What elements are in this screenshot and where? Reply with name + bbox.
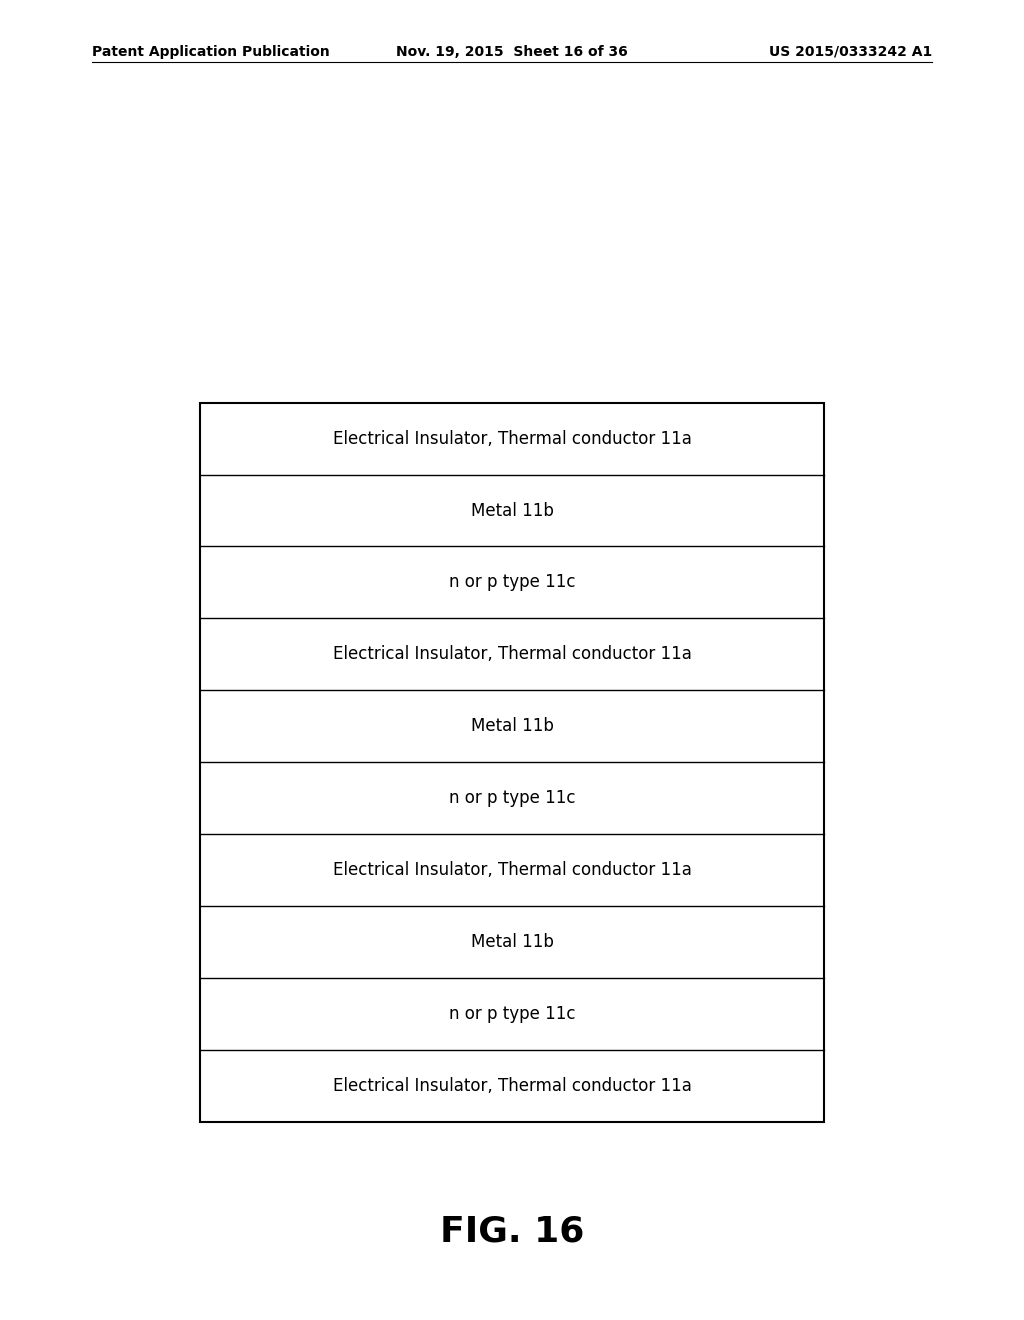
Text: Nov. 19, 2015  Sheet 16 of 36: Nov. 19, 2015 Sheet 16 of 36 — [396, 45, 628, 59]
Text: Patent Application Publication: Patent Application Publication — [92, 45, 330, 59]
Text: Metal 11b: Metal 11b — [471, 717, 553, 735]
Text: n or p type 11c: n or p type 11c — [449, 789, 575, 808]
Text: Electrical Insulator, Thermal conductor 11a: Electrical Insulator, Thermal conductor … — [333, 861, 691, 879]
Text: Metal 11b: Metal 11b — [471, 502, 553, 520]
Text: n or p type 11c: n or p type 11c — [449, 1005, 575, 1023]
Bar — [200, 403, 824, 1122]
Text: FIG. 16: FIG. 16 — [440, 1214, 584, 1249]
Text: Metal 11b: Metal 11b — [471, 933, 553, 952]
Text: Electrical Insulator, Thermal conductor 11a: Electrical Insulator, Thermal conductor … — [333, 645, 691, 664]
Text: n or p type 11c: n or p type 11c — [449, 573, 575, 591]
Text: Electrical Insulator, Thermal conductor 11a: Electrical Insulator, Thermal conductor … — [333, 1077, 691, 1096]
Text: US 2015/0333242 A1: US 2015/0333242 A1 — [769, 45, 932, 59]
Text: Electrical Insulator, Thermal conductor 11a: Electrical Insulator, Thermal conductor … — [333, 429, 691, 447]
